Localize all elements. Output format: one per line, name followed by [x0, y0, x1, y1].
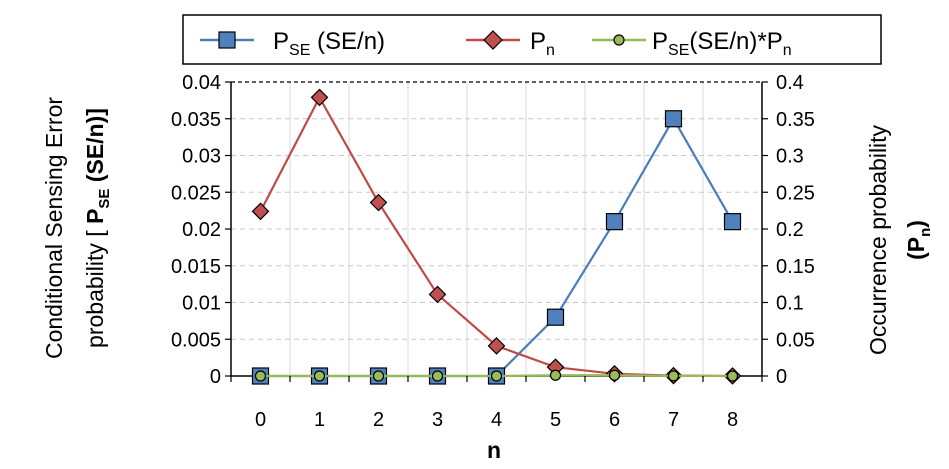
- left-tick-label: 0.03: [182, 146, 221, 168]
- x-tick-label: 5: [550, 409, 561, 431]
- right-tick-label: 0.25: [776, 182, 815, 204]
- x-tick-label: 4: [491, 409, 502, 431]
- horizontal-gridlines: [231, 118, 762, 340]
- square-marker-icon: [218, 31, 236, 49]
- x-tick-label: 6: [609, 409, 620, 431]
- data-point-circle: [431, 370, 444, 382]
- x-tick-label: 8: [727, 409, 738, 431]
- x-tick-label: 0: [255, 409, 266, 431]
- data-point-circle: [549, 369, 562, 381]
- legend-label-pse: PSE (SE/n): [273, 28, 385, 59]
- data-point-square: [664, 110, 683, 128]
- data-point-circle: [726, 370, 739, 382]
- x-tick-label: 3: [432, 409, 443, 431]
- left-tick-label: 0.035: [171, 109, 221, 131]
- x-tick-label: 7: [668, 409, 679, 431]
- data-point-circle: [667, 370, 680, 382]
- data-point-diamond: [428, 285, 447, 304]
- right-axis-title-line2: (Pn): [903, 220, 934, 260]
- data-point-circle: [490, 370, 503, 382]
- series-layer: [251, 88, 742, 385]
- data-point-circle: [254, 370, 267, 382]
- data-point-square: [605, 213, 624, 231]
- legend-item-pse: PSE (SE/n): [200, 28, 385, 59]
- right-tick-label: 0.3: [776, 146, 804, 168]
- right-axis-ticks: 0 0.05 0.1 0.15 0.2 0.25 0.3 0.35 0.4: [762, 72, 815, 388]
- legend-label-product: PSE(SE/n)*Pn: [652, 28, 792, 59]
- data-point-diamond: [310, 88, 329, 107]
- right-tick-label: 0.1: [776, 293, 804, 315]
- right-tick-label: 0.35: [776, 109, 815, 131]
- data-point-diamond: [369, 193, 388, 212]
- left-tick-label: 0.005: [171, 329, 221, 351]
- data-point-circle: [313, 370, 326, 382]
- legend-item-product: PSE(SE/n)*Pn: [592, 28, 792, 59]
- circle-marker-icon: [613, 34, 625, 46]
- legend-label-pn: Pn: [530, 28, 555, 59]
- series-2: [254, 369, 739, 382]
- left-axis-title: Conditional Sensing Error probability [ …: [41, 97, 113, 359]
- data-point-diamond: [251, 202, 270, 221]
- right-tick-label: 0.2: [776, 219, 804, 241]
- data-point-square: [546, 308, 565, 326]
- right-tick-label: 0.15: [776, 256, 815, 278]
- diamond-marker-icon: [483, 30, 503, 50]
- data-point-square: [723, 213, 742, 231]
- series-1: [251, 88, 742, 385]
- legend-item-pn: Pn: [466, 28, 555, 59]
- right-tick-label: 0: [776, 366, 787, 388]
- data-point-diamond: [487, 337, 506, 355]
- right-axis-title-line1: Occurrence probability: [865, 124, 891, 355]
- right-tick-label: 0.4: [776, 72, 804, 94]
- x-axis-title: n: [487, 437, 501, 463]
- data-point-circle: [608, 369, 621, 381]
- left-tick-label: 0: [210, 366, 221, 388]
- right-tick-label: 0.05: [776, 329, 815, 351]
- legend: PSE (SE/n) Pn PSE(SE/n)*Pn: [182, 14, 882, 65]
- right-axis-title: Occurrence probability (Pn): [865, 124, 934, 355]
- left-tick-label: 0.015: [171, 256, 221, 278]
- legend-box: [182, 14, 882, 65]
- left-axis-title-line1: Conditional Sensing Error: [41, 97, 67, 359]
- left-axis-title-line2: probability [ PSE (SE/n)]: [82, 108, 113, 348]
- x-tick-label: 2: [373, 409, 384, 431]
- left-tick-label: 0.02: [182, 219, 221, 241]
- data-point-circle: [372, 370, 385, 382]
- left-tick-label: 0.025: [171, 182, 221, 204]
- x-axis-ticks: 0 1 2 3 4 5 6 7 8: [230, 376, 763, 431]
- left-axis-ticks: 0 0.005 0.01 0.015 0.02 0.025 0.03 0.035 0.04: [171, 72, 231, 388]
- left-tick-label: 0.04: [182, 72, 221, 94]
- x-tick-label: 1: [314, 409, 325, 431]
- left-tick-label: 0.01: [182, 293, 221, 315]
